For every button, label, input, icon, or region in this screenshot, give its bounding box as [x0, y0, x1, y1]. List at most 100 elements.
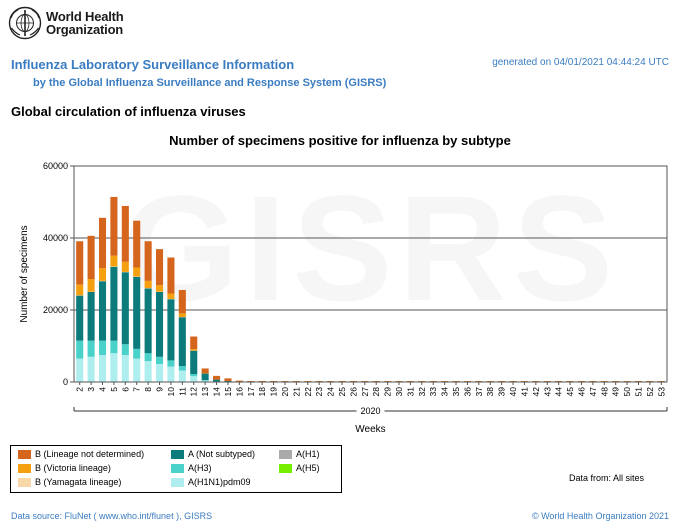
bar-segment: [76, 241, 84, 285]
bar-segment: [395, 381, 403, 382]
bar-segment: [532, 381, 540, 382]
x-tick-label: 51: [633, 387, 643, 397]
bar-segment: [98, 281, 107, 341]
bar-segment: [110, 266, 118, 267]
x-tick-label: 22: [303, 387, 313, 397]
bar-segment: [178, 317, 186, 367]
x-tick-label: 52: [645, 387, 655, 397]
bar-segment: [475, 381, 483, 382]
bar-segment: [327, 381, 335, 382]
year-label-bg: [356, 406, 385, 416]
bar-segment: [509, 381, 517, 382]
bar-segment: [110, 340, 118, 354]
bar-segment: [121, 271, 129, 273]
bar-segment: [167, 293, 175, 299]
x-tick-label: 48: [599, 387, 609, 397]
x-tick-label: 3: [86, 387, 96, 392]
legend-label: B (Yamagata lineage): [35, 477, 122, 487]
bar-segment: [441, 381, 449, 382]
legend-swatch: [18, 477, 31, 487]
bar-segment: [566, 381, 574, 382]
legend-item-a-not-subtyped[interactable]: A (Not subtyped): [171, 449, 255, 459]
section-title: Global circulation of influenza viruses: [11, 104, 246, 119]
bar-segment: [486, 381, 494, 382]
bar-segment: [577, 381, 586, 382]
org-name-line1: World Health: [46, 9, 124, 24]
x-tick-label: 2: [75, 387, 85, 392]
bar-segment: [201, 379, 209, 381]
bar-segment: [452, 381, 460, 382]
bar-segment: [600, 381, 608, 382]
data-source-link[interactable]: Data source: FluNet ( www.who.int/flunet…: [11, 511, 213, 521]
x-tick-label: 38: [485, 387, 495, 397]
legend-item-a-h3[interactable]: A(H3): [171, 463, 212, 473]
bar-segment: [235, 381, 243, 382]
x-tick-label: 9: [155, 387, 165, 392]
bar-segment: [292, 381, 300, 382]
bar-segment: [589, 381, 597, 382]
bar-segment: [178, 366, 186, 371]
bar-segment: [155, 356, 164, 364]
bar-segment: [76, 295, 84, 341]
bar-segment: [98, 355, 107, 382]
bar-segment: [406, 381, 414, 382]
data-from-label: Data from: All sites: [569, 473, 645, 483]
watermark-text: GISRS: [122, 164, 619, 332]
bar-segment: [133, 358, 141, 382]
legend-label: B (Victoria lineage): [35, 463, 111, 473]
x-tick-label: 40: [508, 387, 518, 397]
legend-swatch: [171, 463, 184, 473]
bar-segment: [201, 373, 209, 381]
bar-segment: [155, 285, 164, 292]
x-tick-label: 23: [314, 387, 324, 397]
bar-segment: [98, 280, 107, 282]
bar-segment: [121, 344, 129, 355]
year-label: 2020: [360, 406, 380, 416]
x-tick-label: 21: [291, 387, 301, 397]
x-tick-label: 33: [428, 387, 438, 397]
x-tick-label: 27: [360, 387, 370, 397]
bar-segment: [110, 196, 118, 256]
legend-item-b-yamagata[interactable]: B (Yamagata lineage): [18, 477, 121, 487]
bar-segment: [155, 364, 164, 382]
legend-item-a-h1[interactable]: A(H1): [279, 449, 320, 459]
legend-label: B (Lineage not determined): [35, 449, 145, 459]
x-tick-label: 26: [348, 387, 358, 397]
bar-segment: [87, 356, 95, 382]
bar-segment: [121, 261, 129, 272]
x-axis-label: Weeks: [355, 424, 385, 435]
generated-timestamp: generated on 04/01/2021 04:44:24 UTC: [492, 57, 669, 68]
bar-segment: [87, 291, 95, 292]
legend-swatch: [171, 449, 184, 459]
bar-segment: [121, 355, 129, 382]
bar-segment: [87, 292, 95, 341]
bar-segment: [498, 381, 506, 382]
x-tick-label: 7: [132, 387, 142, 392]
bar-segment: [213, 379, 221, 382]
bar-segment: [213, 375, 221, 380]
legend-swatch: [18, 463, 31, 473]
bar-segment: [201, 368, 209, 374]
bar-segment: [429, 381, 437, 382]
x-tick-label: 30: [394, 387, 404, 397]
bar-segment: [315, 381, 323, 382]
x-tick-label: 13: [200, 387, 210, 397]
x-tick-label: 19: [269, 387, 279, 397]
legend-item-b-not-determined[interactable]: B (Lineage not determined): [18, 449, 144, 459]
bar-segment: [133, 276, 141, 277]
bar-segment: [178, 313, 186, 317]
bar-segment: [463, 381, 471, 382]
bar-segment: [155, 291, 164, 292]
x-tick-label: 36: [462, 387, 472, 397]
legend-item-a-h5[interactable]: A(H5): [279, 463, 320, 473]
legend-item-b-victoria[interactable]: B (Victoria lineage): [18, 463, 111, 473]
who-emblem-icon: [8, 6, 42, 40]
org-name: World Health Organization: [46, 10, 124, 36]
bar-segment: [167, 360, 175, 367]
x-tick-label: 11: [177, 387, 187, 396]
who-logo[interactable]: World Health Organization: [8, 6, 124, 40]
x-tick-label: 43: [542, 387, 552, 397]
copyright-link[interactable]: © World Health Organization 2021: [531, 511, 669, 521]
legend-item-a-h1n1pdm09[interactable]: A(H1N1)pdm09: [171, 477, 251, 487]
y-axis-label: Number of specimens: [19, 225, 30, 322]
